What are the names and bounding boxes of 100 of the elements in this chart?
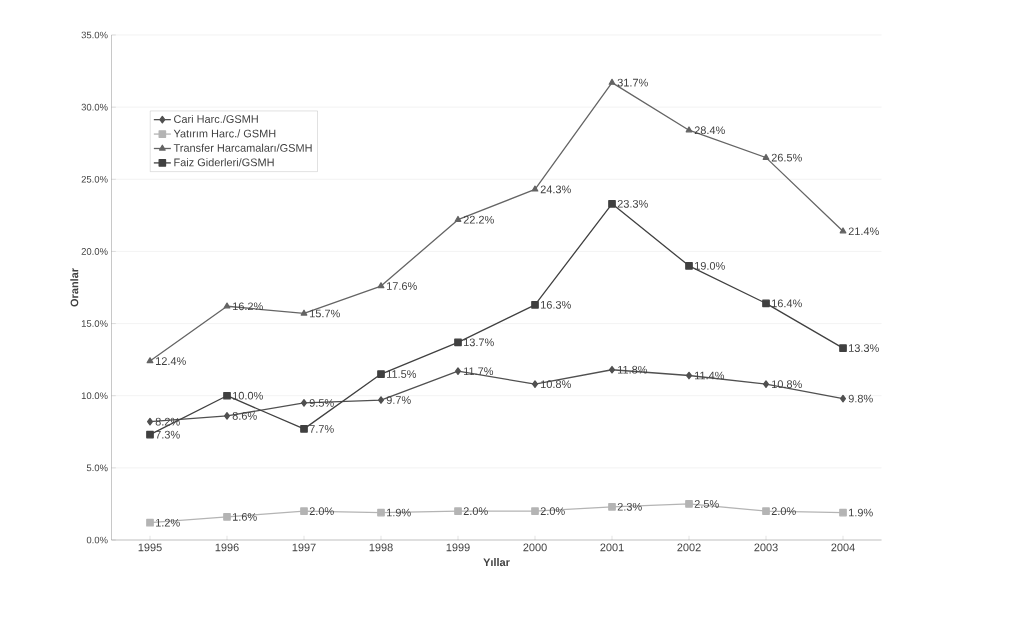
point: [839, 227, 847, 234]
data-label: 2.0%: [771, 507, 796, 516]
point: [531, 185, 539, 192]
y-tick-label: 0.0%: [86, 536, 108, 544]
y-tick-label: 5.0%: [86, 464, 108, 472]
legend-label: Yatırım Harc./ GSMH: [173, 129, 276, 138]
point: [223, 302, 231, 309]
data-label: 13.7%: [464, 338, 494, 347]
y-tick-label: 10.0%: [81, 392, 108, 400]
point: [608, 199, 616, 208]
x-tick-label: 1997: [292, 543, 316, 552]
point: [608, 365, 616, 374]
point: [377, 396, 385, 404]
point: [531, 380, 539, 389]
point: [223, 513, 231, 521]
point: [454, 215, 462, 222]
point: [300, 425, 308, 433]
data-label: 1.9%: [387, 508, 411, 517]
point: [377, 282, 385, 289]
point: [146, 430, 154, 439]
data-label: 26.5%: [771, 153, 802, 162]
point: [839, 344, 847, 352]
data-label: 23.3%: [617, 199, 648, 208]
data-label: 28.4%: [694, 126, 725, 135]
data-label: 7.7%: [309, 425, 334, 433]
data-label: 1.9%: [849, 508, 873, 517]
data-label: 10.0%: [233, 391, 263, 400]
data-label: 9.7%: [386, 396, 411, 404]
data-label: 2.0%: [309, 507, 334, 516]
point: [685, 500, 693, 508]
point: [300, 507, 308, 515]
data-label: 2.0%: [463, 507, 488, 516]
point: [762, 299, 770, 308]
y-tick-label: 20.0%: [81, 248, 108, 255]
data-label: 2.3%: [617, 502, 642, 511]
data-label: 11.5%: [387, 370, 417, 378]
x-tick-label: 2001: [600, 543, 624, 552]
x-tick-label: 2000: [523, 543, 547, 552]
point: [608, 502, 616, 511]
y-tick-label: 35.0%: [81, 31, 108, 39]
data-label: 10.8%: [541, 380, 571, 389]
point: [223, 412, 231, 420]
point: [839, 508, 847, 517]
data-label: 1.6%: [233, 513, 257, 521]
legend-label: Cari Harc./GSMH: [174, 114, 258, 123]
point: [300, 399, 308, 407]
data-label: 8.6%: [232, 412, 257, 420]
point: [531, 507, 539, 515]
x-axis-title: Yıllar: [483, 558, 510, 567]
y-tick-label: 30.0%: [81, 103, 108, 111]
x-tick-label: 1999: [446, 543, 470, 552]
legend-label: Faiz Giderleri/GSMH: [174, 158, 274, 167]
point: [454, 507, 462, 515]
data-label: 16.3%: [541, 300, 571, 309]
data-label: 11.4%: [695, 371, 725, 380]
data-label: 2.5%: [694, 500, 719, 508]
data-label: 24.3%: [540, 185, 571, 194]
point: [685, 371, 693, 380]
x-tick-label: 2003: [754, 543, 778, 552]
point: [146, 518, 154, 527]
data-label: 21.4%: [848, 227, 879, 236]
data-label: 16.4%: [772, 299, 802, 308]
point: [223, 391, 231, 400]
y-axis-title: Oranlar: [70, 268, 79, 307]
data-label: 15.7%: [310, 309, 340, 318]
point: [762, 380, 770, 389]
data-label: 12.4%: [156, 357, 186, 365]
point: [377, 370, 385, 378]
point: [531, 300, 539, 309]
data-label: 13.3%: [849, 344, 879, 352]
x-tick-label: 1995: [138, 543, 162, 552]
data-label: 22.2%: [463, 215, 494, 224]
point: [377, 508, 385, 517]
data-label: 1.2%: [156, 518, 180, 527]
data-label: 17.6%: [387, 282, 417, 290]
data-label: 11.7%: [464, 367, 494, 376]
data-label: 9.8%: [848, 394, 873, 403]
point: [146, 357, 154, 364]
point: [454, 338, 462, 347]
y-tick-label: 25.0%: [81, 175, 108, 183]
point: [300, 309, 308, 316]
data-label: 10.8%: [772, 380, 802, 389]
point: [762, 153, 770, 160]
data-label: 7.3%: [155, 430, 180, 439]
data-label: 19.0%: [695, 261, 725, 270]
point: [146, 417, 154, 426]
x-tick-label: 2002: [677, 543, 701, 552]
point: [608, 78, 616, 85]
point: [839, 394, 847, 403]
x-tick-label: 1998: [369, 543, 393, 552]
point: [685, 262, 693, 270]
y-tick-label: 15.0%: [81, 320, 108, 327]
x-tick-label: 2004: [831, 543, 855, 552]
data-label: 31.7%: [617, 78, 648, 87]
data-label: 2.0%: [540, 507, 565, 516]
legend-label: Transfer Harcamaları/GSMH: [173, 143, 312, 152]
point: [685, 126, 693, 133]
x-tick-label: 1996: [215, 543, 239, 552]
point: [762, 507, 770, 515]
point: [454, 367, 462, 376]
